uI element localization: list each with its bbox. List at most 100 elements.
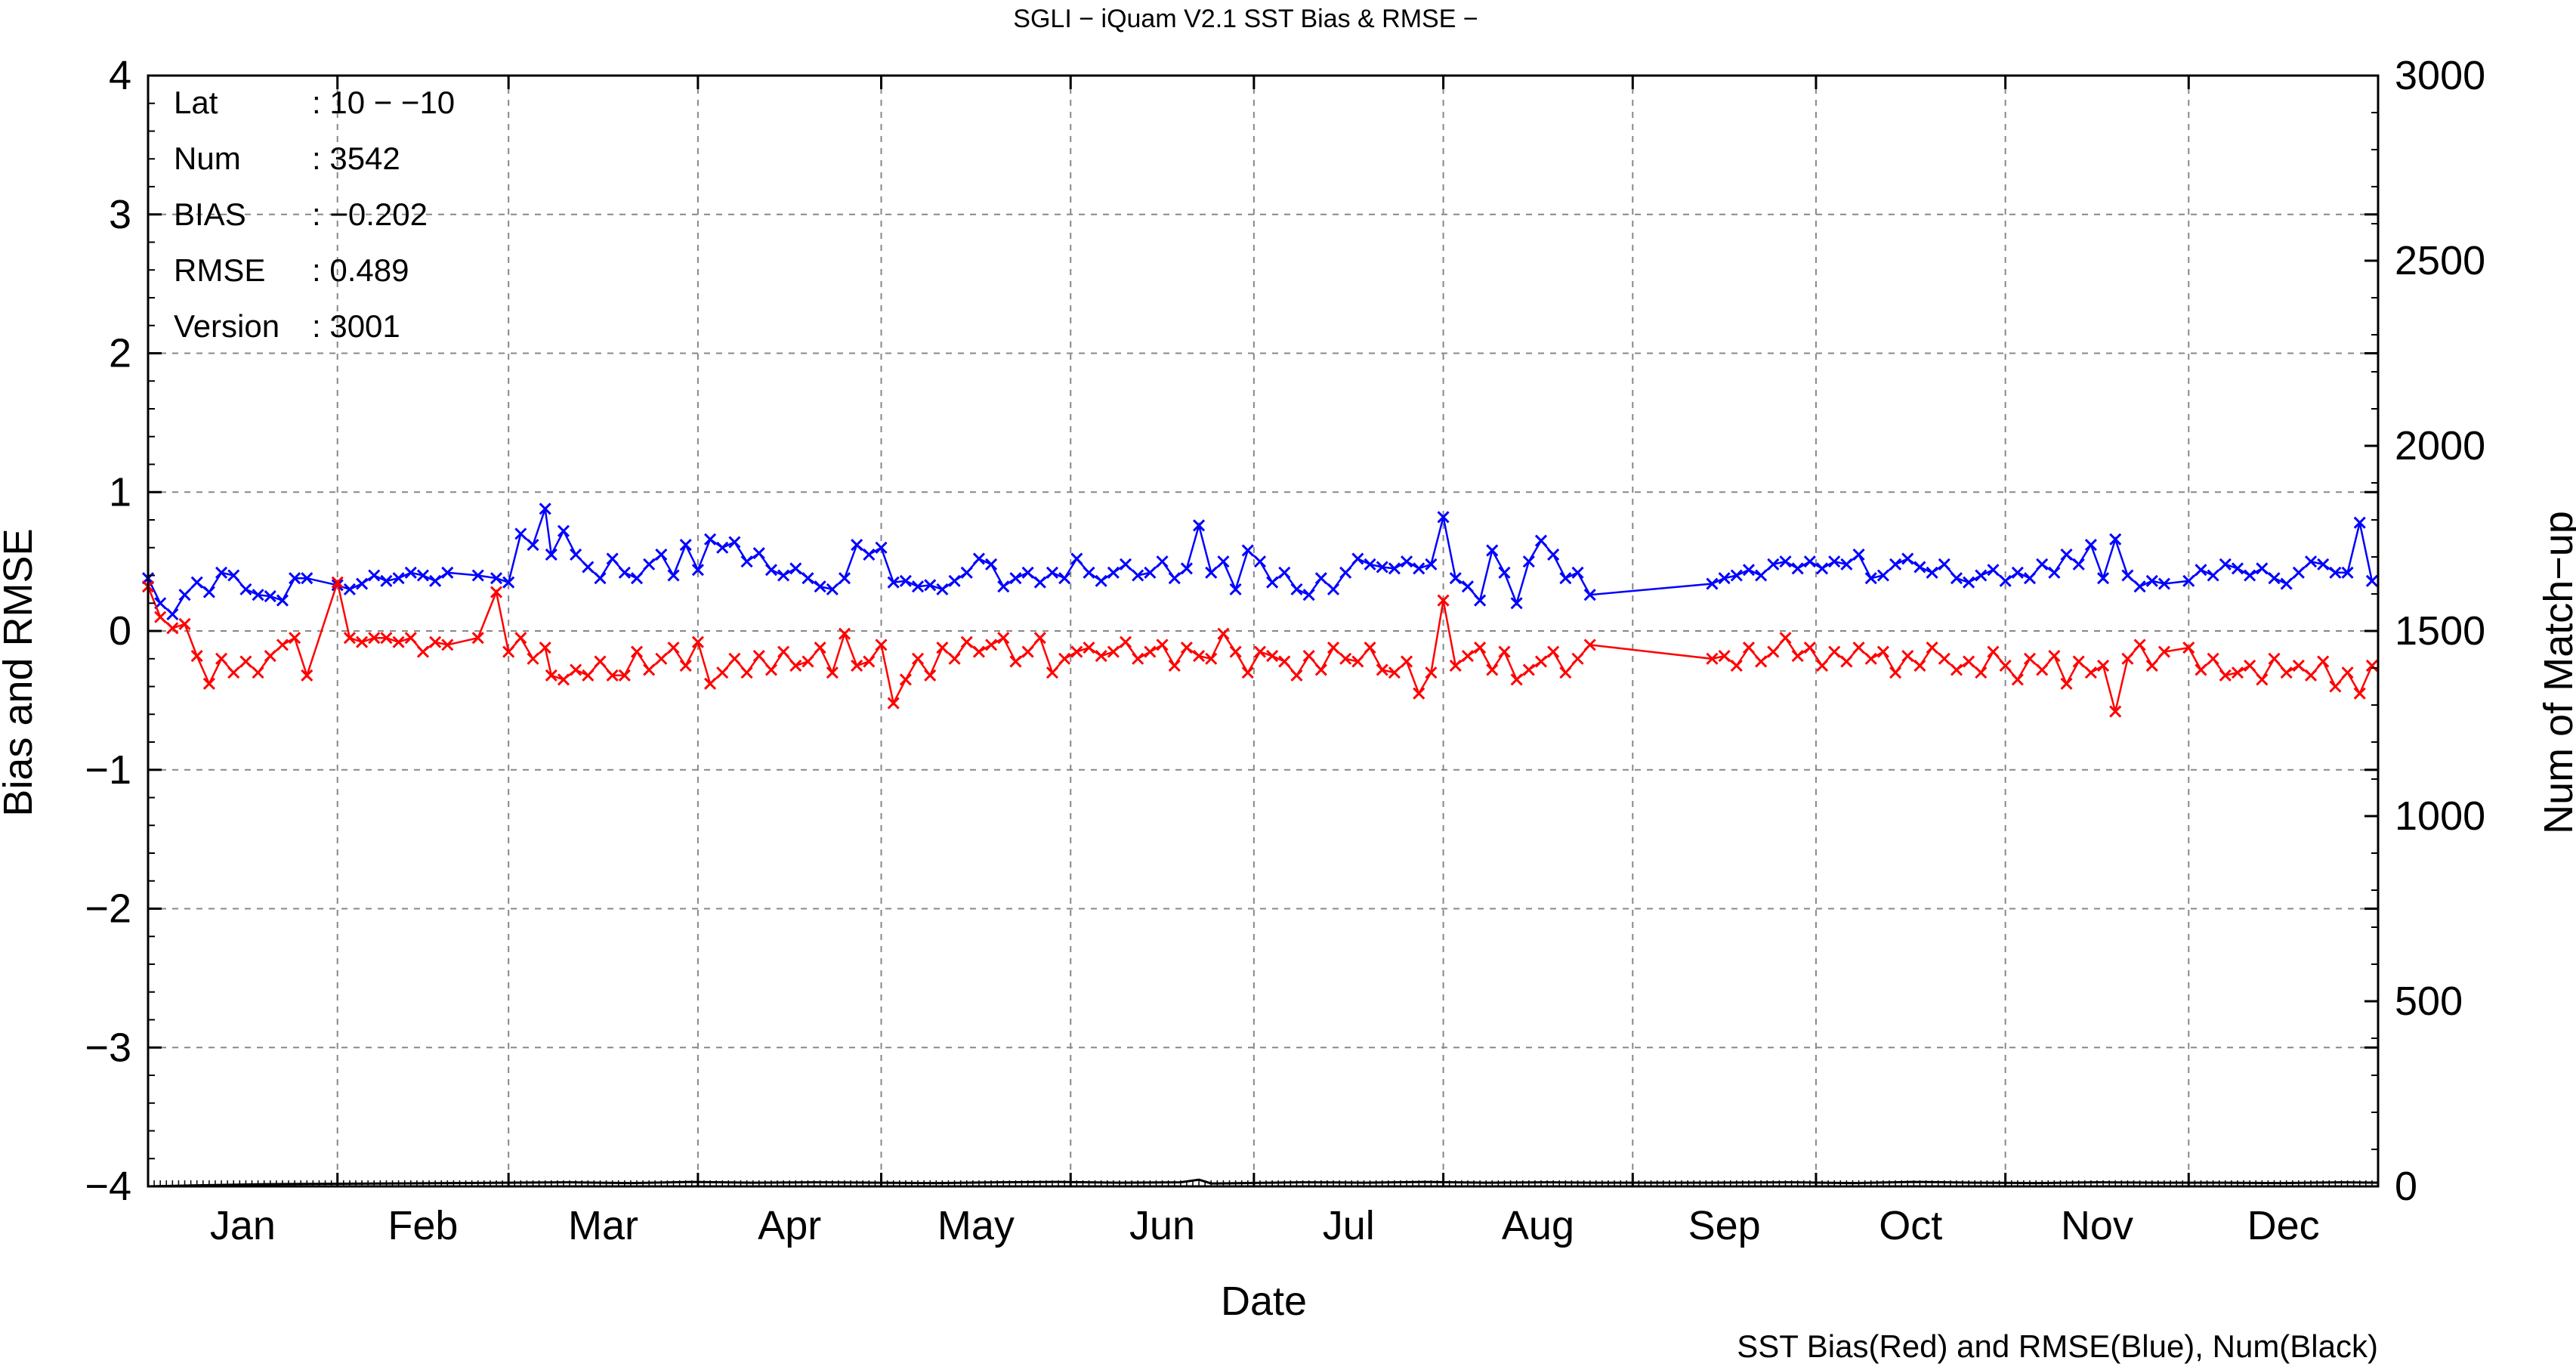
data-point <box>1498 645 1511 658</box>
data-point <box>1033 576 1046 589</box>
data-point <box>429 636 442 648</box>
data-point <box>471 632 484 645</box>
data-point <box>2341 666 2354 679</box>
data-point <box>502 645 515 658</box>
data-point <box>2096 572 2110 585</box>
data-point <box>997 632 1010 645</box>
data-point <box>1742 564 1756 577</box>
data-point <box>789 659 802 672</box>
data-point <box>557 673 570 686</box>
data-point <box>1706 652 1719 665</box>
data-point <box>851 659 863 672</box>
data-point <box>1364 558 1376 571</box>
data-point <box>1840 558 1853 571</box>
data-point <box>2207 652 2219 665</box>
data-point <box>764 564 778 577</box>
data-point <box>2133 580 2146 593</box>
data-point <box>1901 552 1914 565</box>
data-point <box>1938 558 1951 571</box>
data-point <box>972 645 985 658</box>
data-point <box>802 572 814 585</box>
data-point <box>2023 652 2037 665</box>
data-point <box>416 645 430 658</box>
data-point <box>826 666 839 679</box>
data-point <box>777 569 790 582</box>
data-point <box>215 566 228 579</box>
data-point <box>276 639 289 651</box>
data-point <box>356 636 369 648</box>
data-point <box>1095 574 1107 587</box>
data-point <box>997 580 1010 593</box>
info-value: : 10 − −10 <box>312 85 455 120</box>
data-point <box>618 669 631 682</box>
data-point <box>239 583 252 595</box>
data-point <box>924 579 937 592</box>
data-point <box>1522 555 1535 568</box>
data-point <box>1132 652 1144 665</box>
data-point <box>948 574 961 587</box>
data-point <box>190 650 203 663</box>
data-point <box>802 655 814 668</box>
data-point <box>1852 641 1865 654</box>
x-tick-label: Dec <box>2247 1203 2320 1248</box>
y-tick-label: −3 <box>85 1025 131 1070</box>
data-point <box>2036 663 2049 676</box>
data-point <box>1253 645 1267 658</box>
data-point <box>1083 566 1095 579</box>
data-point <box>429 574 442 587</box>
data-point <box>704 677 717 690</box>
data-point <box>740 666 753 679</box>
data-point <box>814 641 826 654</box>
data-point <box>863 548 876 561</box>
data-point <box>2072 655 2085 668</box>
data-point <box>545 548 558 561</box>
data-point <box>936 583 949 595</box>
data-point <box>1253 555 1267 568</box>
data-point <box>594 655 607 668</box>
data-point <box>1938 652 1951 665</box>
data-point <box>618 566 631 579</box>
data-point <box>1803 555 1816 568</box>
data-point <box>1815 562 1829 575</box>
info-label: RMSE <box>174 252 265 288</box>
data-point <box>667 569 680 582</box>
data-point <box>1779 555 1792 568</box>
data-point <box>1913 561 1926 574</box>
x-tick-label: Apr <box>758 1203 821 1248</box>
data-point <box>911 580 925 593</box>
y-tick-label: 0 <box>109 608 131 654</box>
data-point <box>264 590 276 603</box>
data-point <box>1864 652 1877 665</box>
data-point <box>1926 641 1938 654</box>
data-point <box>1095 650 1107 663</box>
data-point <box>252 666 264 679</box>
data-point <box>368 569 381 582</box>
data-point <box>1144 645 1157 658</box>
data-point <box>1583 589 1596 602</box>
data-point <box>728 536 741 549</box>
data-point <box>1021 645 1034 658</box>
data-point <box>1791 650 1804 663</box>
data-point <box>2133 639 2146 651</box>
info-label: BIAS <box>174 196 246 232</box>
y-tick-label: 1 <box>109 469 131 515</box>
info-value: : 3001 <box>312 308 400 344</box>
data-point <box>2268 652 2281 665</box>
data-point <box>368 632 381 645</box>
x-tick-label: Sep <box>1688 1203 1761 1248</box>
x-tick-label: Feb <box>388 1203 458 1248</box>
data-point <box>1534 655 1548 668</box>
data-point <box>2292 566 2305 579</box>
data-point <box>1119 636 1132 648</box>
data-point <box>1388 562 1401 575</box>
data-point <box>752 547 765 560</box>
data-point <box>1767 645 1780 658</box>
data-point <box>1718 650 1731 663</box>
data-point <box>2195 663 2207 676</box>
data-point <box>1205 566 1218 579</box>
data-point <box>691 636 704 648</box>
data-point <box>392 572 405 585</box>
data-point <box>2219 558 2232 571</box>
y2-tick-label: 1000 <box>2395 793 2485 839</box>
data-point <box>416 569 430 582</box>
